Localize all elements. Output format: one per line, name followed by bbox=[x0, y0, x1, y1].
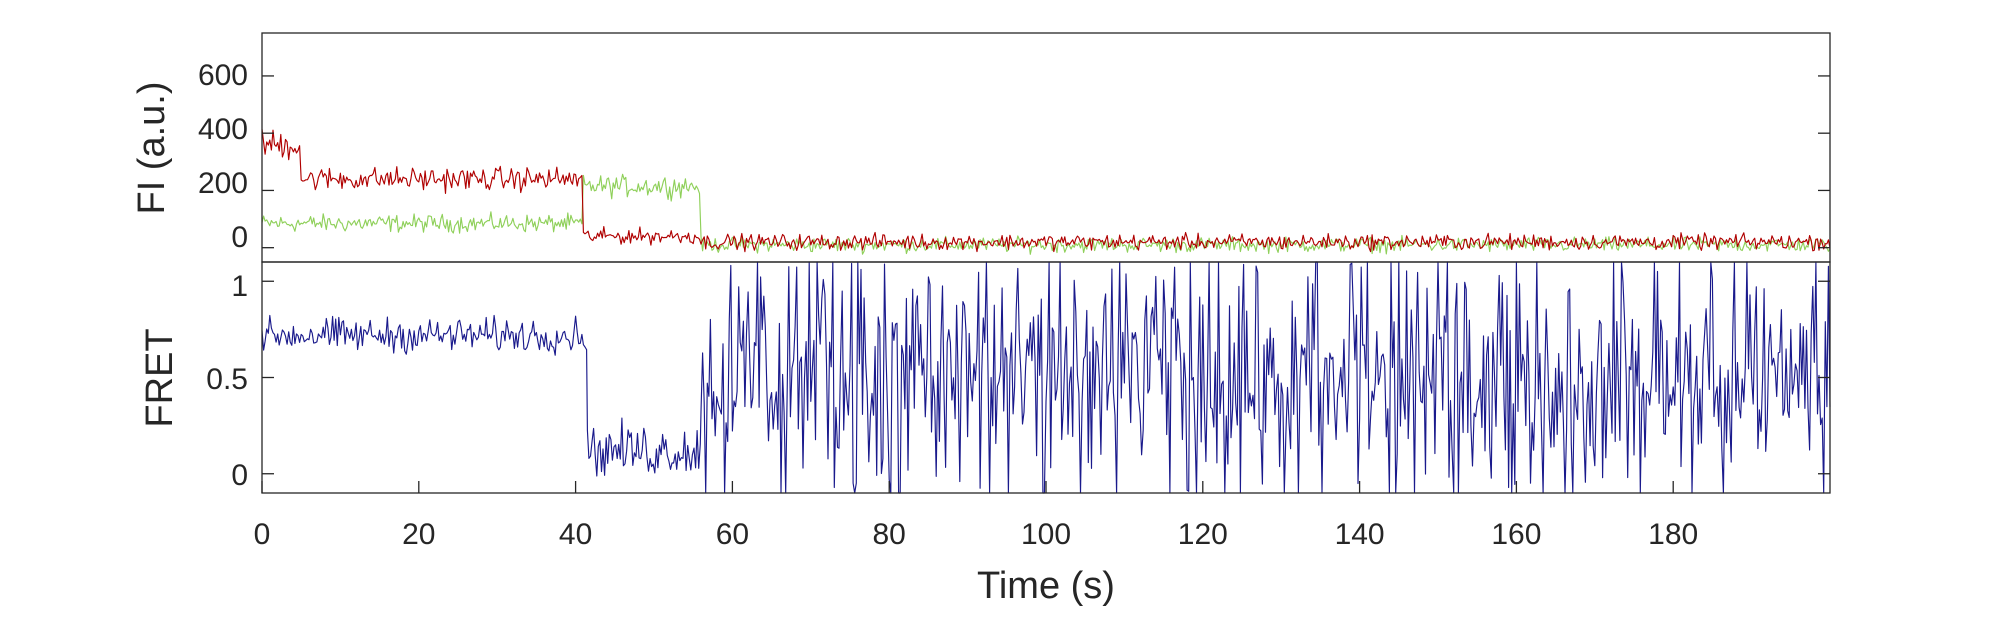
top-axes-frame bbox=[261, 32, 1831, 263]
bottom-traces bbox=[261, 261, 1831, 494]
top-panel: 600 400 200 0 FI (a.u.) bbox=[131, 32, 1831, 263]
bottom-ylabel: FRET bbox=[139, 328, 181, 427]
xlabel: Time (s) bbox=[977, 565, 1115, 607]
xtick-label-40: 40 bbox=[559, 518, 592, 551]
xtick-label-80: 80 bbox=[873, 518, 906, 551]
top-ytick-label-200: 200 bbox=[198, 167, 248, 200]
bottom-series-0-line bbox=[261, 261, 1831, 494]
xtick-label-160: 160 bbox=[1491, 518, 1541, 551]
top-y-ticks bbox=[262, 75, 1830, 249]
top-ytick-label-400: 400 bbox=[198, 113, 248, 146]
bottom-ytick-label-0.5: 0.5 bbox=[206, 363, 248, 396]
xtick-label-100: 100 bbox=[1021, 518, 1071, 551]
top-ylabel: FI (a.u.) bbox=[131, 81, 173, 214]
xtick-label-120: 120 bbox=[1178, 518, 1228, 551]
top-series-0-line bbox=[261, 173, 1831, 255]
bottom-panel: 1 0.5 0 FRET 0 20 40 60 80 100 120 140 1… bbox=[139, 261, 1831, 607]
xtick-label-0: 0 bbox=[254, 518, 271, 551]
xtick-label-180: 180 bbox=[1648, 518, 1698, 551]
top-series-1-line bbox=[261, 129, 1831, 253]
top-ytick-label-0: 0 bbox=[231, 221, 248, 254]
bottom-ytick-label-1: 1 bbox=[231, 270, 248, 303]
top-ytick-label-600: 600 bbox=[198, 59, 248, 92]
top-traces bbox=[261, 129, 1831, 255]
bottom-ticks bbox=[261, 280, 1830, 493]
xtick-label-20: 20 bbox=[402, 518, 435, 551]
xtick-label-140: 140 bbox=[1335, 518, 1385, 551]
xtick-label-60: 60 bbox=[716, 518, 749, 551]
bottom-ytick-label-0: 0 bbox=[231, 459, 248, 492]
